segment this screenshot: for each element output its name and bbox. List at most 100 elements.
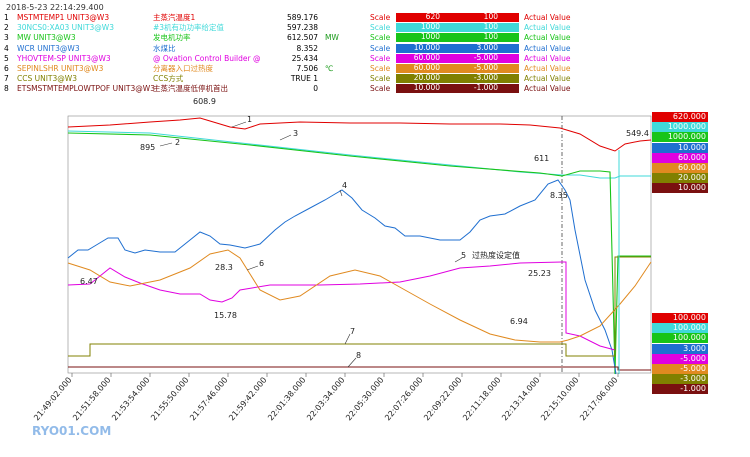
scale-label: Scale xyxy=(370,74,391,84)
point-description: 分离器入口过热度 xyxy=(153,64,213,73)
scale-low: 100 xyxy=(483,22,498,32)
scale-low: 100 xyxy=(483,12,498,21)
legend-row[interactable]: 8 ETSMSTMTEMPLOWTPOF UNIT3@W3 主蒸汽温度低停机首出 0 S… xyxy=(0,83,750,94)
x-tick-label: 21:59:42.000 xyxy=(227,376,268,423)
scale-low: -5.000 xyxy=(473,63,498,72)
leader-line xyxy=(347,357,357,368)
series-7-line xyxy=(68,256,651,357)
series-1-line xyxy=(67,117,652,152)
leader-line xyxy=(231,121,247,128)
scale-low: 100 xyxy=(483,32,498,42)
row-index: 5 xyxy=(4,53,9,63)
point-tag[interactable]: MW UNIT3@W3 xyxy=(17,33,76,43)
point-description: 水煤比 xyxy=(153,43,176,53)
label-895: 895 xyxy=(140,143,155,152)
x-tick-label: 21:53:54.000 xyxy=(110,376,151,423)
label-25-23: 25.23 xyxy=(528,269,551,278)
point-description: 主蒸汽温度低停机首出 xyxy=(153,84,228,94)
scale-high: 1000 xyxy=(420,22,440,32)
label-15-78: 15.78 xyxy=(214,311,237,320)
scale-box[interactable]: 10.000 3.000 xyxy=(396,42,519,53)
point-tag[interactable]: CCS UNIT3@W3 xyxy=(17,74,77,84)
actual-value-label: Actual Value xyxy=(524,74,571,84)
point-tag[interactable]: YHOVTEM-SP UNIT3@W3 xyxy=(17,53,111,63)
actual-value-label: Actual Value xyxy=(524,43,571,53)
axis-bottom-label: -5.000 xyxy=(652,353,708,364)
x-tick-label: 22:13:14.000 xyxy=(500,376,541,423)
axis-top-label: 620.000 xyxy=(652,112,708,122)
axis-bottom-label: -1.000 xyxy=(652,384,708,395)
timestamp: 2018-5-23 22:14:29.400 xyxy=(6,3,104,12)
axis-bottom-label: 100.000 xyxy=(652,313,708,323)
scale-box[interactable]: 1000 100 xyxy=(396,22,519,33)
x-tick-label: 22:11:18.000 xyxy=(461,376,502,423)
axis-bottom-label: 100.000 xyxy=(652,323,708,334)
point-description: 发电机功率 xyxy=(153,33,191,43)
scale-box[interactable]: 1000 100 xyxy=(396,32,519,43)
trend-legend-header: 2018-5-23 22:14:29.400 1 MSTMTEMP1 UNIT3@… xyxy=(0,0,750,110)
label-8-35: 8.35 xyxy=(550,191,568,200)
label-6-47: 6.47 xyxy=(80,277,98,286)
row-index: 4 xyxy=(4,43,9,53)
scale-box[interactable]: 20.000 -3.000 xyxy=(396,73,519,84)
actual-value-label: Actual Value xyxy=(524,33,571,43)
leader-line xyxy=(454,257,463,263)
setpoint-label: 过热度设定值 xyxy=(472,250,520,260)
point-description: @ Ovation Control Builder @ xyxy=(153,53,261,63)
x-tick-label: 22:17:06.000 xyxy=(578,376,619,423)
point-value: TRUE 1 xyxy=(290,74,318,84)
label-6-94: 6.94 xyxy=(510,317,528,326)
point-unit: MW xyxy=(325,33,339,43)
point-tag[interactable]: WCR UNIT3@W3 xyxy=(17,43,80,53)
series-number-7: 7 xyxy=(350,327,355,336)
peak-label-608-9: 608.9 xyxy=(193,97,216,106)
x-tick-label: 21:57:46.000 xyxy=(188,376,229,423)
actual-value-label: Actual Value xyxy=(524,84,571,94)
leader-line xyxy=(159,142,173,147)
series-number-8: 8 xyxy=(356,351,361,360)
series-4-line xyxy=(67,179,617,375)
legend-row[interactable]: 2 30NCS0:XA03 UNIT3@W3 #3机有功功率给定值 597.238 Sc… xyxy=(0,22,750,33)
scale-box[interactable]: 60.000 -5.000 xyxy=(396,52,519,63)
point-tag[interactable]: MSTMTEMP1 UNIT3@W3 xyxy=(17,13,110,22)
scale-label: Scale xyxy=(370,64,391,73)
point-tag[interactable]: 30NCS0:XA03 UNIT3@W3 xyxy=(17,23,114,33)
scale-box[interactable]: 60.000 -5.000 xyxy=(396,63,519,73)
point-unit: ℃ xyxy=(325,64,334,73)
legend-row[interactable]: 1 MSTMTEMP1 UNIT3@W3 主蒸汽温度1 589.176 Scale 620… xyxy=(0,12,750,23)
x-tick-label: 21:55:50.000 xyxy=(149,376,190,423)
scale-box[interactable]: 10.000 -1.000 xyxy=(396,83,519,94)
point-description: #3机有功功率给定值 xyxy=(153,23,225,33)
x-tick-label: 22:07:26.000 xyxy=(383,376,424,423)
point-tag[interactable]: ETSMSTMTEMPLOWTPOF UNIT3@W3 xyxy=(17,84,155,94)
x-tick-label: 21:49:02.000 xyxy=(32,376,73,423)
scale-high: 10.000 xyxy=(413,42,440,52)
legend-row[interactable]: 5 YHOVTEM-SP UNIT3@W3 @ Ovation Control Bu… xyxy=(0,52,750,64)
actual-value-label: Actual Value xyxy=(524,53,571,63)
scale-label: Scale xyxy=(370,43,391,53)
label-611: 611 xyxy=(534,154,549,163)
point-tag[interactable]: SEPINLSHR UNIT3@W3 xyxy=(17,64,104,73)
legend-row[interactable]: 6 SEPINLSHR UNIT3@W3 分离器入口过热度 7.506 ℃ Scale 60… xyxy=(0,63,750,74)
scale-high: 60.000 xyxy=(413,52,440,62)
actual-value-label: Actual Value xyxy=(524,13,571,22)
series-number-4: 4 xyxy=(342,181,347,190)
legend-row[interactable]: 4 WCR UNIT3@W3 水煤比 8.352 Scale 10.000 3.000 Act… xyxy=(0,42,750,54)
actual-value-label: Actual Value xyxy=(524,23,571,33)
axis-top-label: 1000.000 xyxy=(652,132,708,143)
point-value: 597.238 xyxy=(286,23,318,33)
series-5-line xyxy=(67,261,616,351)
axis-top-label: 20.000 xyxy=(652,173,708,184)
legend-row[interactable]: 7 CCS UNIT3@W3 CCS方式 TRUE 1 Scale 20.000 -3.00… xyxy=(0,73,750,84)
series-6-line xyxy=(67,249,652,343)
x-tick-label: 22:03:34.000 xyxy=(305,376,346,423)
axis-top-label: 10.000 xyxy=(652,183,708,194)
scale-box[interactable]: 620 100 xyxy=(396,12,519,22)
scale-label: Scale xyxy=(370,53,391,63)
label-28-3: 28.3 xyxy=(215,263,233,272)
series-3-line xyxy=(67,132,651,375)
leader-line xyxy=(246,265,259,271)
series-2-line xyxy=(67,130,651,179)
legend-row[interactable]: 3 MW UNIT3@W3 发电机功率 612.507 MW Scale 1000 100 Ac… xyxy=(0,32,750,43)
